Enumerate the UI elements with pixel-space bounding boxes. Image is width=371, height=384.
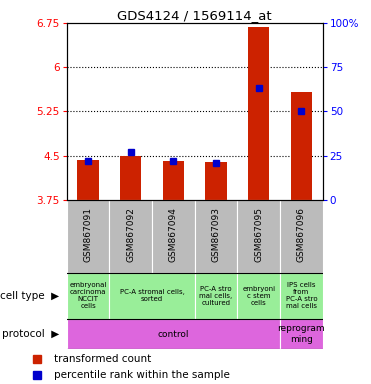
Bar xyxy=(237,200,280,273)
Bar xyxy=(67,319,280,349)
Bar xyxy=(195,273,237,319)
Bar xyxy=(78,160,99,200)
Text: embryonal
carcinoma
NCCIT
cells: embryonal carcinoma NCCIT cells xyxy=(69,282,107,309)
Bar xyxy=(280,273,323,319)
Text: GSM867096: GSM867096 xyxy=(297,207,306,262)
Text: reprogram
ming: reprogram ming xyxy=(278,324,325,344)
Bar xyxy=(291,92,312,200)
Bar xyxy=(280,200,323,273)
Bar xyxy=(109,273,195,319)
Text: PC-A stromal cells,
sorted: PC-A stromal cells, sorted xyxy=(120,289,184,302)
Text: IPS cells
from
PC-A stro
mal cells: IPS cells from PC-A stro mal cells xyxy=(286,282,317,309)
Bar xyxy=(120,156,141,200)
Text: embryoni
c stem
cells: embryoni c stem cells xyxy=(242,286,275,306)
Text: GSM867092: GSM867092 xyxy=(126,207,135,262)
Bar xyxy=(248,27,269,200)
Text: GSM867091: GSM867091 xyxy=(83,207,93,262)
Bar xyxy=(67,273,109,319)
Bar xyxy=(206,162,227,200)
Text: control: control xyxy=(158,329,189,339)
Text: GSM867093: GSM867093 xyxy=(211,207,221,262)
Bar xyxy=(195,200,237,273)
Text: percentile rank within the sample: percentile rank within the sample xyxy=(54,370,230,381)
Bar xyxy=(163,161,184,200)
Text: transformed count: transformed count xyxy=(54,354,151,364)
Bar xyxy=(109,200,152,273)
Bar xyxy=(237,273,280,319)
Text: GSM867094: GSM867094 xyxy=(169,207,178,262)
Title: GDS4124 / 1569114_at: GDS4124 / 1569114_at xyxy=(118,9,272,22)
Text: protocol  ▶: protocol ▶ xyxy=(2,329,59,339)
Text: GSM867095: GSM867095 xyxy=(254,207,263,262)
Bar xyxy=(280,319,323,349)
Text: cell type  ▶: cell type ▶ xyxy=(0,291,59,301)
Bar xyxy=(67,200,109,273)
Text: PC-A stro
mal cells,
cultured: PC-A stro mal cells, cultured xyxy=(200,286,233,306)
Bar xyxy=(152,200,195,273)
